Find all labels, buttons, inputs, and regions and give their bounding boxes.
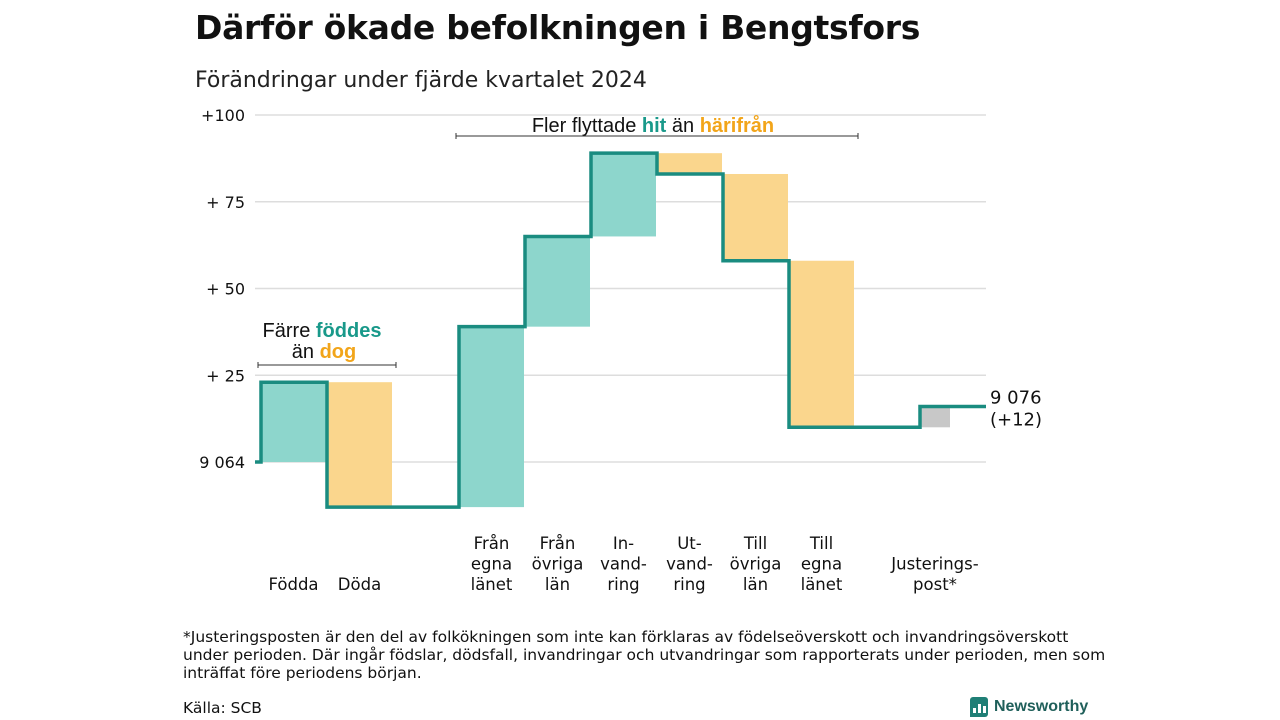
category-label: vand- (666, 555, 713, 574)
category-label: Till (743, 534, 767, 553)
footnote: *Justeringsposten är den del av folkökni… (183, 628, 1106, 682)
category-labels: Födda DödaFrånegnalänetFrånövrigalänIn-va… (268, 534, 978, 594)
category-label: egna (471, 555, 512, 574)
end-change-label: (+12) (990, 409, 1042, 430)
bar-frånegnalänet (459, 326, 524, 508)
chart-title: Därför ökade befolkningen i Bengtsfors (195, 8, 921, 47)
category-label: län (743, 575, 768, 594)
annotation-part: Fler flyttade (532, 115, 642, 137)
category-label: Från (474, 534, 510, 553)
y-tick-label: + 25 (206, 366, 245, 385)
step-line (255, 151, 986, 509)
category-label: Ut- (677, 534, 702, 553)
category-label: övriga (532, 555, 584, 574)
category-label: ring (607, 575, 639, 594)
category-label: ring (673, 575, 705, 594)
end-labels: 9 076(+12) (990, 387, 1042, 430)
category-label: Från (540, 534, 576, 553)
bar-utvandring (657, 153, 722, 174)
category-label: vand- (600, 555, 647, 574)
category-label: Justerings- (890, 555, 978, 574)
brand-logo: Newsworthy (970, 697, 1088, 717)
category-label: län (545, 575, 570, 594)
annotation-part: än (292, 341, 320, 363)
annotation-moves: Fler flyttade hit än härifrån (532, 114, 774, 137)
bar-justeringspost (920, 406, 950, 428)
annotation-births-line1: Färre föddes (263, 320, 382, 342)
bar-invandring (591, 153, 656, 237)
category-label: In- (613, 534, 634, 553)
bar-tillövrigalän (723, 173, 788, 261)
bar-tillegnalänet (789, 260, 854, 428)
newsworthy-icon (970, 697, 988, 717)
bars (261, 153, 950, 508)
bar-födda (261, 382, 326, 462)
annotation-part: hit (642, 115, 667, 137)
end-value-label: 9 076 (990, 387, 1042, 408)
category-label: övriga (730, 555, 782, 574)
category-label: Till (809, 534, 833, 553)
category-label: egna (801, 555, 842, 574)
annotation-part: Färre (263, 320, 316, 342)
category-label: Födda (268, 575, 318, 594)
category-label: Döda (338, 575, 381, 594)
annotation-births-line2: än dog (292, 341, 356, 363)
category-label: post* (913, 575, 957, 594)
brand-name: Newsworthy (994, 698, 1089, 715)
annotation-part: än (666, 115, 699, 137)
y-axis-ticks: 9 064 + 25 + 50 + 75 +100 (199, 106, 245, 472)
category-label: länet (471, 575, 513, 594)
chart-subtitle: Förändringar under fjärde kvartalet 2024 (195, 68, 647, 93)
source-label: Källa: SCB (183, 699, 262, 717)
step-line-layer (255, 151, 986, 509)
y-tick-label: + 50 (206, 280, 245, 299)
bar-döda (327, 382, 392, 508)
annotation-part: föddes (316, 320, 382, 342)
y-tick-label: 9 064 (199, 453, 245, 472)
bar-frånövrigalän (525, 236, 590, 327)
category-label: länet (801, 575, 843, 594)
y-tick-label: +100 (201, 106, 245, 125)
annotation-part: härifrån (700, 114, 774, 137)
annotation-part: dog (320, 341, 357, 363)
y-tick-label: + 75 (206, 193, 245, 212)
